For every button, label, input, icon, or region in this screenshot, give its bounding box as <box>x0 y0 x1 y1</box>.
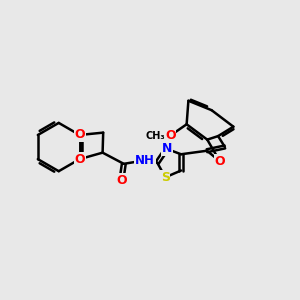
Text: O: O <box>214 155 225 168</box>
Text: O: O <box>116 173 127 187</box>
Text: S: S <box>161 171 170 184</box>
Text: O: O <box>74 153 85 166</box>
Text: NH: NH <box>135 154 155 167</box>
Text: CH₃: CH₃ <box>145 131 165 141</box>
Text: O: O <box>74 128 85 142</box>
Text: N: N <box>161 142 172 155</box>
Text: O: O <box>165 129 176 142</box>
